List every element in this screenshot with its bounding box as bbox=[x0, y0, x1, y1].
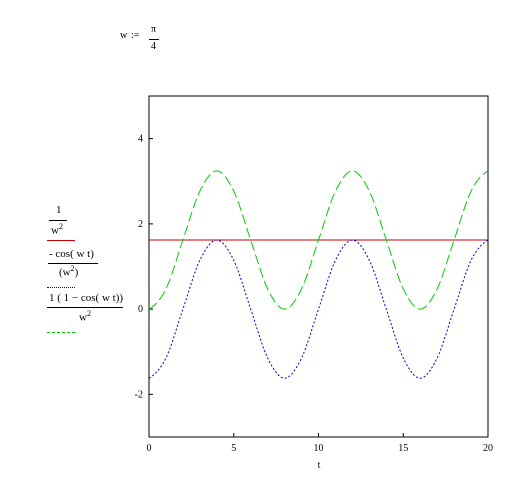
y-axis-ticks: -2 0 2 4 bbox=[135, 134, 153, 400]
fraction-denominator: 4 bbox=[151, 41, 156, 52]
legend-1-line-sample bbox=[47, 240, 75, 241]
y-tick-label: 0 bbox=[138, 304, 143, 315]
x-tick-label: 10 bbox=[314, 443, 324, 454]
variable-name: w bbox=[120, 30, 128, 41]
fraction-numerator: π bbox=[151, 24, 157, 35]
legend-1-fraction-bar bbox=[49, 220, 67, 221]
assign-operator: := bbox=[131, 30, 140, 41]
legend-2-numerator: - cos( w t) bbox=[49, 248, 94, 260]
y-tick-label: 2 bbox=[138, 219, 143, 230]
legend-3-denominator: w2 bbox=[79, 309, 91, 324]
series-line-3 bbox=[148, 170, 489, 310]
y-tick-label: 4 bbox=[138, 134, 143, 145]
legend-item-3[interactable]: 1 ( 1 − cos( w t)) w2 bbox=[45, 290, 145, 336]
legend-3-fraction-bar bbox=[47, 307, 123, 308]
legend-2-denominator: (w2) bbox=[59, 264, 79, 279]
legend-2-line-sample bbox=[47, 287, 75, 288]
legend-2-fraction-bar bbox=[48, 263, 98, 264]
x-tick-label: 15 bbox=[398, 443, 408, 454]
legend: 1 w2 - cos( w t) (w2) 1 ( 1 − cos( w t))… bbox=[45, 200, 145, 340]
x-axis-label: t bbox=[318, 460, 321, 471]
variable-definition[interactable]: w := π 4 bbox=[120, 24, 170, 60]
x-tick-label: 0 bbox=[147, 443, 152, 454]
legend-3-numerator: 1 ( 1 − cos( w t)) bbox=[49, 292, 124, 304]
legend-3-line-sample bbox=[47, 332, 75, 333]
x-axis-ticks: 0 5 10 15 20 bbox=[147, 433, 493, 454]
series-line-2 bbox=[148, 239, 489, 379]
legend-1-numerator: 1 bbox=[56, 204, 62, 216]
fraction-bar bbox=[149, 39, 159, 40]
legend-item-1[interactable]: 1 w2 bbox=[45, 200, 145, 246]
x-tick-label: 5 bbox=[231, 443, 236, 454]
legend-item-2[interactable]: - cos( w t) (w2) bbox=[45, 246, 145, 290]
plot-series bbox=[148, 170, 489, 379]
y-tick-label: -2 bbox=[135, 389, 143, 400]
legend-1-denominator: w2 bbox=[51, 222, 63, 237]
x-tick-label: 20 bbox=[483, 443, 493, 454]
plot-frame bbox=[148, 95, 489, 438]
